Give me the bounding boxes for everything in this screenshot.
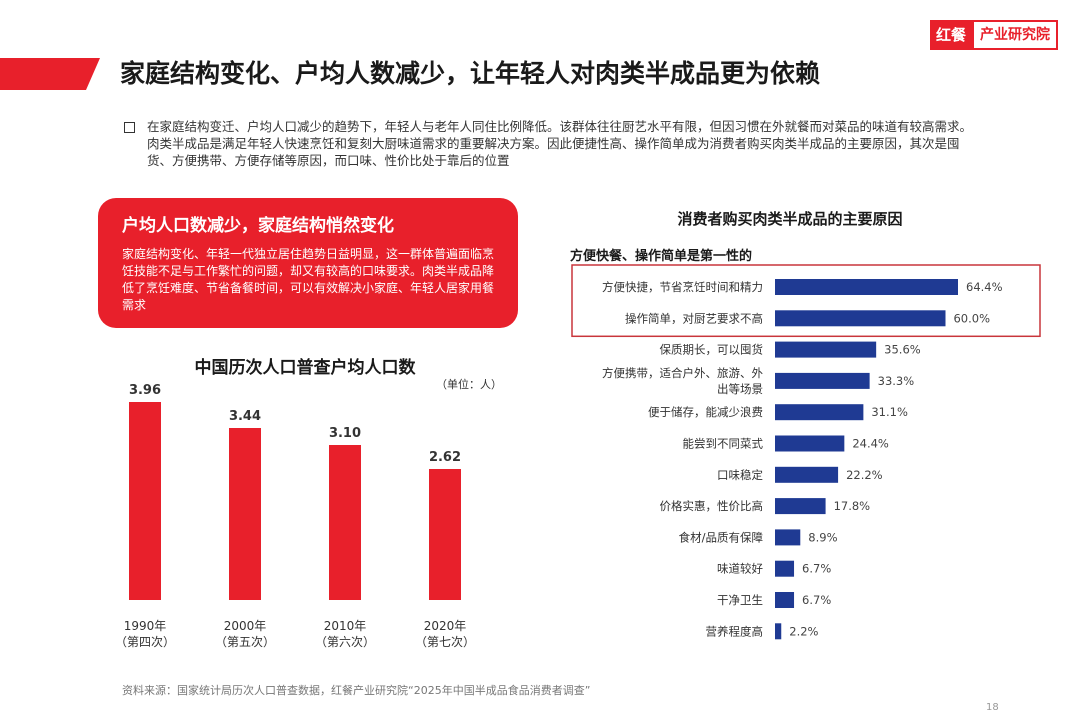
- reason-category-label: 保质期长，可以囤货: [660, 343, 764, 357]
- callout-body: 家庭结构变化、年轻一代独立居住趋势日益明显，这一群体普遍面临烹饪技能不足与工作繁…: [122, 247, 495, 312]
- census-year-label: 2010年: [324, 619, 367, 633]
- reason-bar: [775, 592, 795, 608]
- title-band: [0, 58, 100, 90]
- census-chart-unit: （单位：人）: [436, 378, 502, 391]
- reason-bar: [775, 623, 782, 640]
- census-chart-title: 中国历次人口普查户均人口数: [194, 358, 416, 378]
- reason-bar: [775, 372, 870, 389]
- intro-paragraph: 在家庭结构变迁、户均人口减少的趋势下，年轻人与老年人同住比例降低。该群体往往厨艺…: [124, 118, 974, 169]
- source-note: 资料来源：国家统计局历次人口普查数据，红餐产业研究院“2025年中国半成品食品消…: [122, 684, 591, 697]
- reason-category-label: 口味稳定: [717, 468, 763, 482]
- census-round-label: （第七次）: [415, 635, 475, 649]
- reason-category-label: 方便携带，适合户外、旅游、外: [602, 366, 763, 380]
- reason-value-label: 2.2%: [789, 624, 818, 638]
- census-bar: [429, 469, 461, 600]
- logo-brand: 红餐: [930, 20, 973, 50]
- reason-value-label: 24.4%: [852, 437, 889, 451]
- reason-bar: [775, 404, 864, 421]
- census-bar-chart: 3.96 1990年 （第四次） 3.44 2000年 （第五次） 3.10 2010年 （第六…: [115, 383, 475, 649]
- census-value-label: 3.10: [329, 426, 361, 441]
- census-bar: [229, 428, 261, 600]
- reason-category-label: 能尝到不同菜式: [683, 437, 764, 451]
- reason-category-label: 营养程度高: [706, 624, 764, 638]
- census-round-label: （第四次）: [115, 635, 175, 649]
- reason-category-label: 便于储存，能减少浪费: [648, 405, 763, 419]
- census-year-label: 2020年: [424, 619, 467, 633]
- census-value-label: 3.96: [129, 383, 161, 398]
- page-title: 家庭结构变化、户均人数减少，让年轻人对肉类半成品更为依赖: [120, 59, 821, 88]
- reason-bar: [775, 560, 795, 577]
- reason-value-label: 6.7%: [802, 562, 831, 576]
- reason-category-label: 干净卫生: [717, 593, 763, 607]
- reason-category-label: 食材/品质有保障: [679, 530, 763, 544]
- reason-value-label: 8.9%: [808, 530, 837, 544]
- reasons-chart-subtitle: 方便快餐、操作简单是第一性的: [570, 249, 753, 264]
- intro-text: 在家庭结构变迁、户均人口减少的趋势下，年轻人与老年人同住比例降低。该群体往往厨艺…: [147, 119, 973, 168]
- reason-value-label: 60.0%: [953, 311, 990, 325]
- census-round-label: （第六次）: [315, 635, 375, 649]
- reason-value-label: 22.2%: [846, 468, 883, 482]
- reason-bar: [775, 341, 877, 358]
- square-bullet-icon: [124, 122, 135, 133]
- reason-value-label: 6.7%: [802, 593, 831, 607]
- census-value-label: 3.44: [229, 409, 261, 424]
- reason-bar: [775, 466, 839, 483]
- reason-value-label: 35.6%: [884, 343, 921, 357]
- reason-value-label: 31.1%: [871, 405, 908, 419]
- reason-bar: [775, 498, 826, 515]
- census-year-label: 2000年: [224, 619, 267, 633]
- census-year-label: 1990年: [124, 619, 167, 633]
- census-bar: [129, 402, 161, 600]
- reason-category-label: 味道较好: [717, 562, 763, 576]
- reasons-chart-title: 消费者购买肉类半成品的主要原因: [677, 210, 903, 228]
- reason-category-label: 方便快捷，节省烹饪时间和精力: [602, 280, 763, 294]
- reasons-bar-chart: 64.4% 方便快捷，节省烹饪时间和精力 60.0% 操作简单，对厨艺要求不高 35.6…: [571, 264, 1041, 640]
- census-round-label: （第五次）: [215, 635, 275, 649]
- reason-value-label: 33.3%: [878, 374, 915, 388]
- brand-logo: 红餐 产业研究院: [930, 20, 1059, 50]
- callout-box: 户均人口数减少，家庭结构悄然变化 家庭结构变化、年轻一代独立居住趋势日益明显，这…: [98, 198, 518, 328]
- reason-category-label: 出等场景: [717, 382, 763, 396]
- reason-value-label: 64.4%: [966, 280, 1003, 294]
- reason-bar: [775, 435, 845, 452]
- reason-category-label: 操作简单，对厨艺要求不高: [625, 311, 763, 325]
- reason-value-label: 17.8%: [834, 499, 871, 513]
- page-number: 18: [986, 702, 999, 713]
- reason-bar: [775, 279, 958, 295]
- reason-bar: [775, 310, 946, 327]
- reason-category-label: 价格实惠，性价比高: [660, 499, 764, 513]
- census-value-label: 2.62: [429, 450, 461, 465]
- reason-bar: [775, 529, 801, 546]
- callout-title: 户均人口数减少，家庭结构悄然变化: [122, 216, 394, 236]
- highlight-frame: [571, 264, 1041, 338]
- census-bar: [329, 445, 361, 600]
- logo-text: 产业研究院: [972, 20, 1059, 50]
